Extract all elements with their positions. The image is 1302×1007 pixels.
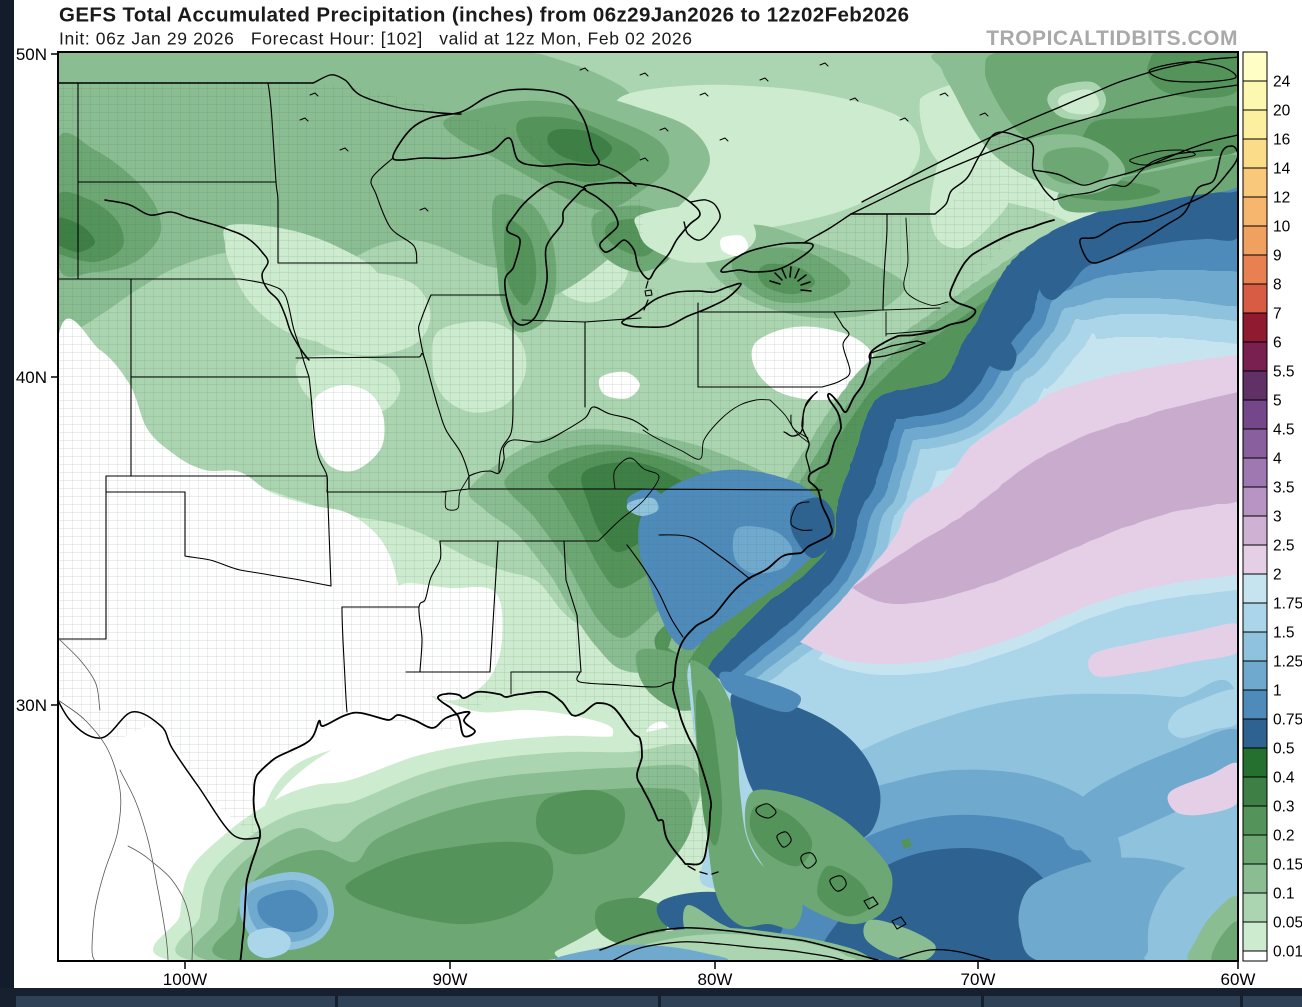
svg-text:16: 16 bbox=[1273, 132, 1290, 149]
svg-text:4: 4 bbox=[1273, 451, 1282, 468]
svg-text:10: 10 bbox=[1273, 219, 1291, 236]
svg-text:0.1: 0.1 bbox=[1273, 886, 1295, 903]
svg-text:1: 1 bbox=[1273, 683, 1282, 700]
svg-text:50N: 50N bbox=[16, 45, 47, 64]
svg-text:8: 8 bbox=[1273, 277, 1282, 294]
svg-text:24: 24 bbox=[1273, 74, 1291, 91]
svg-text:12: 12 bbox=[1273, 190, 1290, 207]
svg-text:1.75: 1.75 bbox=[1273, 596, 1302, 613]
svg-text:90W: 90W bbox=[433, 970, 468, 989]
svg-text:Init: 06z Jan 29 2026 Foreca: Init: 06z Jan 29 2026 Forecast Hour: [10… bbox=[59, 29, 692, 49]
svg-text:14: 14 bbox=[1273, 161, 1291, 178]
svg-text:100W: 100W bbox=[163, 970, 207, 989]
svg-text:80W: 80W bbox=[698, 970, 733, 989]
svg-text:20: 20 bbox=[1273, 103, 1291, 120]
svg-text:2.5: 2.5 bbox=[1273, 538, 1295, 555]
svg-text:5: 5 bbox=[1273, 393, 1282, 410]
svg-text:7: 7 bbox=[1273, 306, 1282, 323]
svg-text:0.4: 0.4 bbox=[1273, 770, 1295, 787]
svg-text:0.3: 0.3 bbox=[1273, 799, 1295, 816]
svg-text:1.5: 1.5 bbox=[1273, 625, 1295, 642]
svg-text:0.15: 0.15 bbox=[1273, 857, 1302, 874]
svg-text:5.5: 5.5 bbox=[1273, 364, 1295, 381]
svg-text:0.2: 0.2 bbox=[1273, 828, 1295, 845]
svg-text:TROPICALTIDBITS.COM: TROPICALTIDBITS.COM bbox=[986, 27, 1238, 50]
svg-text:70W: 70W bbox=[961, 970, 996, 989]
svg-text:3.5: 3.5 bbox=[1273, 480, 1295, 497]
svg-text:0.5: 0.5 bbox=[1273, 741, 1295, 758]
svg-text:9: 9 bbox=[1273, 248, 1282, 265]
svg-text:6: 6 bbox=[1273, 335, 1282, 352]
svg-text:0.75: 0.75 bbox=[1273, 712, 1302, 729]
svg-text:2: 2 bbox=[1273, 567, 1282, 584]
svg-text:0.05: 0.05 bbox=[1273, 915, 1302, 932]
svg-text:GEFS Total Accumulated Precipi: GEFS Total Accumulated Precipitation (in… bbox=[59, 4, 909, 27]
svg-text:40N: 40N bbox=[16, 368, 47, 387]
svg-text:30N: 30N bbox=[16, 696, 47, 715]
svg-text:60W: 60W bbox=[1221, 970, 1256, 989]
svg-text:0.01: 0.01 bbox=[1273, 944, 1302, 961]
svg-text:3: 3 bbox=[1273, 509, 1282, 526]
svg-text:4.5: 4.5 bbox=[1273, 422, 1295, 439]
svg-text:1.25: 1.25 bbox=[1273, 654, 1302, 671]
